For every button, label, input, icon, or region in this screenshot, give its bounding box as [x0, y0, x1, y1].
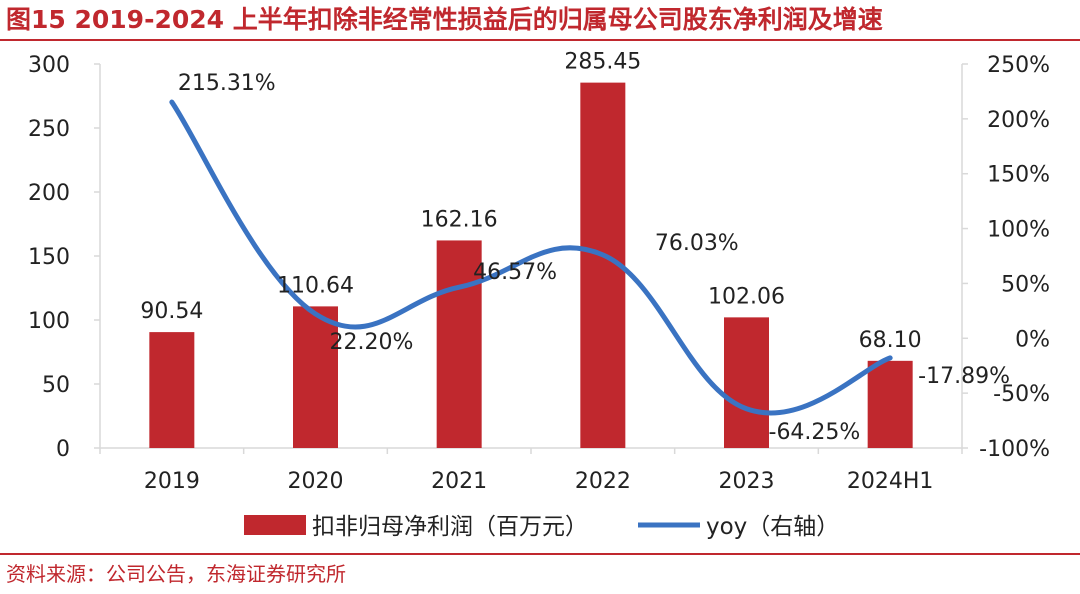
title-divider: [0, 39, 1080, 41]
x-tick-label: 2022: [575, 469, 631, 494]
line-label: 22.20%: [330, 330, 414, 355]
line-series: [169, 99, 893, 416]
right-tick-label: 150%: [987, 163, 1050, 188]
chart-title: 图15 2019-2024 上半年扣除非经常性损益后的归属母公司股东净利润及增速: [6, 5, 883, 34]
bar-2020: [293, 306, 338, 448]
x-tick-label: 2023: [719, 469, 775, 494]
bar-label: 90.54: [140, 299, 203, 324]
x-tick-label: 2021: [431, 469, 487, 494]
bar-2019: [149, 332, 195, 448]
bar-label: 102.06: [708, 284, 785, 309]
line-label: -64.25%: [769, 420, 861, 445]
bar-label: 68.10: [859, 328, 922, 353]
left-tick-label: 100: [28, 309, 70, 334]
right-tick-label: 50%: [1001, 272, 1050, 297]
yoy-line: [169, 99, 893, 416]
bar-2024H1: [867, 360, 913, 448]
bar-label: 162.16: [421, 207, 498, 232]
chart: 0 50 100 150 200 250 300 -100% -50% 0% 50% 100% 150%…: [28, 50, 1050, 540]
right-tick-label: 0%: [1015, 327, 1050, 352]
right-tick-label: 100%: [987, 218, 1050, 243]
left-tick-label: 150: [28, 245, 70, 270]
line-label: -17.89%: [918, 364, 1010, 389]
right-tick-label: -50%: [993, 382, 1050, 407]
bar-label: 110.64: [277, 273, 354, 298]
bar-series: [149, 82, 913, 449]
right-tick-label: 200%: [987, 108, 1050, 133]
legend: 扣非归母净利润（百万元） yoy（右轴）: [244, 514, 839, 540]
footer-divider: [0, 553, 1080, 555]
x-tick-label: 2019: [144, 469, 200, 494]
legend-label-line: yoy（右轴）: [706, 514, 839, 540]
data-labels: 90.54 110.64 162.16 285.45 102.06 68.10 215.31…: [140, 50, 1010, 445]
right-tick-label: -100%: [979, 437, 1050, 462]
bar-label: 285.45: [564, 50, 641, 75]
left-tick-label: 250: [28, 117, 70, 142]
line-label: 215.31%: [178, 71, 276, 96]
line-label: 46.57%: [473, 260, 557, 285]
x-tick-label: 2024H1: [847, 469, 934, 494]
left-tick-label: 0: [56, 437, 70, 462]
left-tick-label: 50: [42, 373, 70, 398]
legend-label-bar: 扣非归母净利润（百万元）: [312, 514, 588, 540]
bar-2023: [724, 317, 769, 448]
left-tick-label: 300: [28, 53, 70, 78]
x-tick-label: 2020: [288, 469, 344, 494]
line-label: 76.03%: [655, 231, 739, 256]
axes: 0 50 100 150 200 250 300 -100% -50% 0% 50% 100% 150%…: [28, 53, 1050, 494]
legend-swatch-bar: [244, 515, 306, 535]
bar-2021: [436, 240, 482, 448]
right-tick-label: 250%: [987, 53, 1050, 78]
left-tick-label: 200: [28, 181, 70, 206]
source-note: 资料来源：公司公告，东海证券研究所: [6, 562, 346, 586]
